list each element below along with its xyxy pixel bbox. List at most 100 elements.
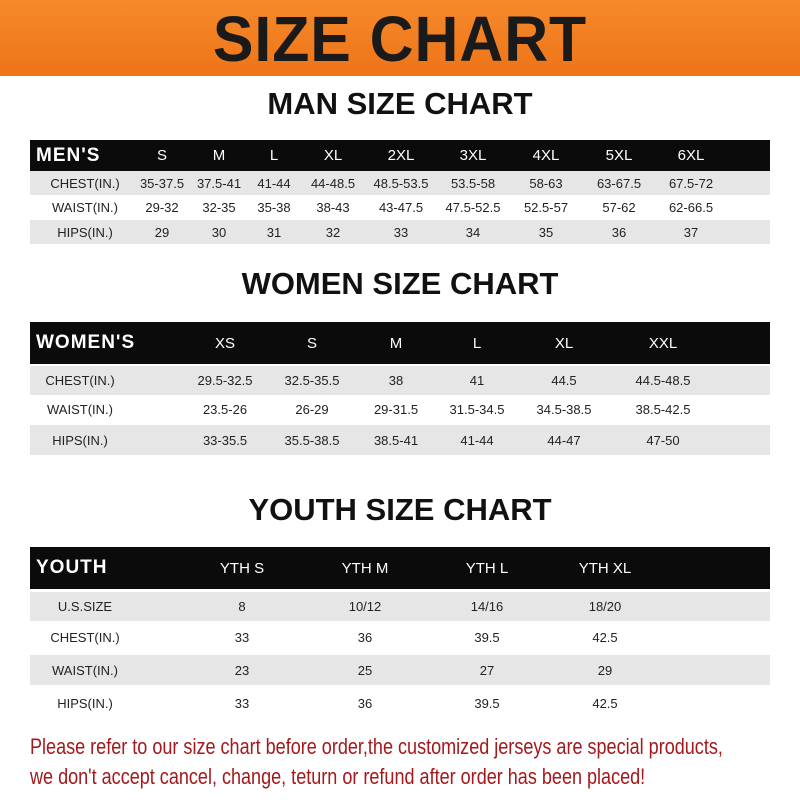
men-header-row: MEN'S S M L XL 2XL 3XL 4XL 5XL 6XL [30, 140, 770, 171]
measurement-cell: 29 [154, 224, 170, 240]
measurement-cell: 23.5-26 [202, 402, 248, 417]
table-row: CHEST(IN.) 33 36 39.5 42.5 [30, 622, 770, 652]
size-header: 6XL [677, 147, 705, 164]
row-label: WAIST(IN.) [47, 402, 113, 417]
row-label: HIPS(IN.) [52, 432, 108, 448]
measurement-cell: 33 [234, 695, 250, 711]
row-label: CHEST(IN.) [50, 629, 120, 645]
measurement-cell: 41 [469, 373, 485, 388]
measurement-cell: 32 [325, 224, 341, 240]
measurement-cell: 62-66.5 [668, 200, 714, 215]
measurement-cell: 30 [211, 224, 227, 240]
size-header: 3XL [459, 147, 487, 164]
measurement-cell: 53.5-58 [450, 175, 496, 191]
row-label: HIPS(IN.) [57, 224, 113, 240]
size-header: 2XL [387, 147, 415, 164]
measurement-cell: 32.5-35.5 [284, 373, 340, 388]
measurement-cell: 57-62 [602, 200, 636, 215]
measurement-cell: 39.5 [474, 695, 500, 711]
measurement-cell: 44-47 [547, 432, 581, 448]
measurement-cell: 42.5 [592, 629, 618, 645]
measurement-cell: 31 [266, 224, 282, 240]
size-header: YTH L [465, 559, 509, 577]
measurement-cell: 44.5 [551, 373, 577, 388]
measurement-cell: 18/20 [588, 599, 622, 614]
measurement-cell: 29-31.5 [373, 402, 419, 417]
measurement-cell: 25 [357, 662, 373, 678]
measurement-cell: 52.5-57 [523, 200, 569, 215]
measurement-cell: 35-38 [257, 200, 291, 215]
measurement-cell: 34.5-38.5 [536, 402, 592, 417]
measurement-cell: 32-35 [202, 200, 236, 215]
youth-title: YOUTH SIZE CHART [248, 492, 552, 527]
measurement-cell: 14/16 [470, 599, 504, 614]
table-row: CHEST(IN.) 35-37.5 37.5-41 41-44 44-48.5 48.5… [30, 171, 770, 195]
measurement-cell: 44-48.5 [310, 175, 356, 191]
women-header-row: WOMEN'S XS S M L XL XXL [30, 322, 770, 364]
table-label: MEN'S [36, 144, 101, 166]
size-header: YTH S [219, 559, 265, 577]
measurement-cell: 10/12 [348, 599, 382, 614]
table-row: CHEST(IN.) 29.5-32.5 32.5-35.5 38 41 44.5 44.5… [30, 366, 770, 395]
row-label: U.S.SIZE [57, 599, 113, 614]
measurement-cell: 38.5-41 [373, 432, 419, 448]
row-label: WAIST(IN.) [52, 662, 118, 678]
size-header: XS [214, 334, 236, 352]
table-label: WOMEN'S [36, 332, 136, 353]
measurement-cell: 29.5-32.5 [197, 373, 253, 388]
women-title: WOMEN SIZE CHART [241, 266, 559, 301]
table-row: WAIST(IN.) 29-32 32-35 35-38 38-43 43-47.5 47.… [30, 195, 770, 220]
measurement-cell: 43-47.5 [378, 200, 424, 215]
measurement-cell: 29 [597, 662, 613, 678]
measurement-cell: 41-44 [460, 432, 494, 448]
measurement-cell: 47-50 [646, 432, 680, 448]
size-header: XL [323, 147, 343, 164]
notice-line-1: Please refer to our size chart before or… [30, 734, 723, 759]
size-header: XL [554, 334, 574, 352]
measurement-cell: 38 [388, 373, 404, 388]
row-label: CHEST(IN.) [50, 175, 120, 191]
table-row: WAIST(IN.) 23 25 27 29 [30, 655, 770, 685]
measurement-cell: 35-37.5 [139, 175, 185, 191]
size-header: S [156, 147, 168, 164]
measurement-cell: 42.5 [592, 695, 618, 711]
measurement-cell: 36 [357, 629, 373, 645]
measurement-cell: 33 [393, 224, 409, 240]
measurement-cell: 48.5-53.5 [373, 175, 429, 191]
row-label: HIPS(IN.) [57, 695, 113, 711]
men-title: MAN SIZE CHART [267, 86, 533, 121]
measurement-cell: 36 [357, 695, 373, 711]
size-header: S [306, 334, 318, 352]
measurement-cell: 26-29 [295, 402, 329, 417]
measurement-cell: 23 [234, 662, 250, 678]
measurement-cell: 33-35.5 [202, 432, 248, 448]
measurement-cell: 63-67.5 [596, 175, 642, 191]
measurement-cell: 41-44 [257, 175, 291, 191]
measurement-cell: 38.5-42.5 [635, 402, 691, 417]
banner: SIZE CHART [0, 0, 800, 76]
table-row: HIPS(IN.) 29 30 31 32 33 34 35 36 37 [30, 220, 770, 244]
measurement-cell: 36 [611, 224, 627, 240]
measurement-cell: 44.5-48.5 [635, 373, 691, 388]
row-label: WAIST(IN.) [52, 200, 118, 215]
measurement-cell: 67.5-72 [668, 175, 714, 191]
measurement-cell: 35 [538, 224, 554, 240]
size-header: 5XL [605, 147, 633, 164]
measurement-cell: 37 [683, 224, 699, 240]
measurement-cell: 33 [234, 629, 250, 645]
banner-title: SIZE CHART [212, 3, 588, 75]
size-header: M [212, 147, 226, 164]
table-label: YOUTH [36, 557, 108, 578]
size-header: L [472, 334, 482, 352]
measurement-cell: 27 [479, 662, 495, 678]
notice-line-2: we don't accept cancel, change, teturn o… [30, 764, 646, 789]
measurement-cell: 58-63 [529, 175, 563, 191]
size-header: YTH XL [578, 559, 632, 577]
youth-header-row: YOUTH YTH S YTH M YTH L YTH XL [30, 547, 770, 589]
measurement-cell: 47.5-52.5 [445, 200, 501, 215]
measurement-cell: 29-32 [145, 200, 179, 215]
measurement-cell: 34 [465, 224, 481, 240]
size-header: L [269, 147, 279, 164]
table-row: U.S.SIZE 8 10/12 14/16 18/20 [30, 592, 770, 621]
table-row: HIPS(IN.) 33 36 39.5 42.5 [30, 688, 770, 718]
